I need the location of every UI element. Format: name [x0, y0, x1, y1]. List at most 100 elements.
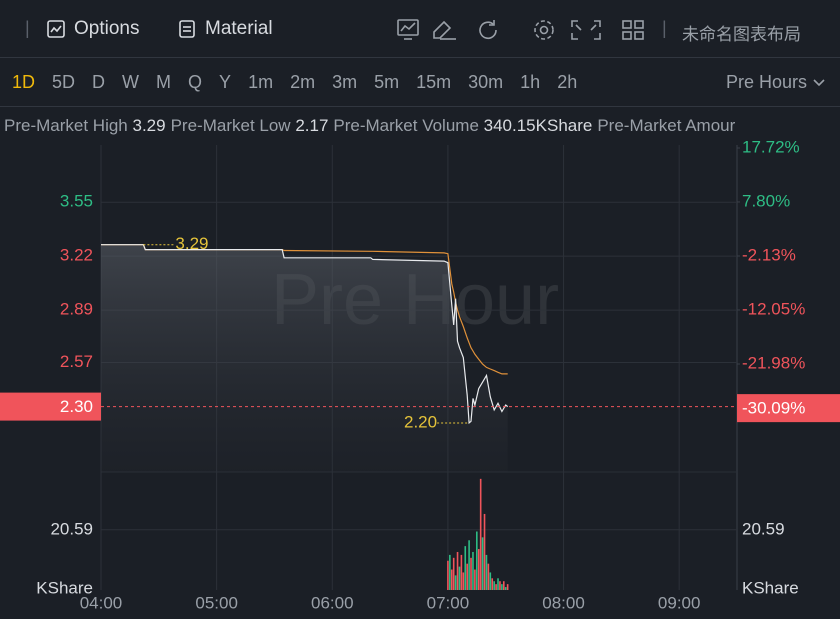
- top-toolbar: | Options Material | 未命名图表布局: [0, 0, 840, 58]
- separator: |: [25, 18, 30, 38]
- stat-label: Pre-Market Amour: [597, 116, 736, 135]
- options-label: Options: [74, 18, 140, 39]
- low-marker-label: 2.20: [404, 412, 437, 431]
- volume-bar: [485, 554, 488, 590]
- volume-bar: [499, 581, 501, 590]
- volume-bar: [504, 587, 507, 590]
- timeframe[interactable]: 15m: [416, 72, 452, 92]
- material-label: Material: [205, 18, 273, 39]
- volume-unit: KShare: [36, 578, 93, 597]
- options-button[interactable]: Options: [46, 18, 139, 40]
- timeframe[interactable]: 2m: [290, 72, 316, 92]
- volume-bar: [493, 581, 495, 590]
- timeframe[interactable]: M: [156, 72, 172, 92]
- volume-tick-label: 20.59: [50, 519, 93, 538]
- x-tick-label: 05:00: [195, 593, 238, 612]
- volume-bar: [449, 554, 451, 590]
- session-label: Pre Hours: [725, 72, 807, 92]
- volume-bar: [472, 551, 474, 590]
- y2-tick-label: 7.80%: [742, 191, 790, 210]
- y-tick-label: 3.22: [60, 246, 93, 265]
- timeframe-list: 1D 5D D W M Q Y 1m 2m 3m 5m 15m 30m 1h 2h: [12, 72, 594, 93]
- y2-tick-label: 17.72%: [742, 137, 800, 156]
- y-tick-label: 2.89: [60, 300, 93, 319]
- volume-bar: [487, 563, 490, 590]
- volume-bar: [483, 513, 486, 590]
- timeframe[interactable]: 1D: [12, 72, 36, 92]
- layout-name[interactable]: 未命名图表布局: [682, 25, 801, 44]
- volume-bar: [470, 557, 472, 590]
- timeframe[interactable]: 2h: [557, 72, 578, 92]
- volume-bar: [506, 584, 509, 590]
- material-button[interactable]: Material: [177, 18, 273, 40]
- volume-bar: [456, 551, 459, 590]
- timeframe[interactable]: 30m: [468, 72, 504, 92]
- volume-bar: [489, 572, 492, 590]
- volume-bar: [460, 554, 463, 590]
- stats-row: Pre-Market High 3.29 Pre-Market Low 2.17 P…: [4, 116, 840, 136]
- volume-tick-label: 20.59: [742, 519, 785, 538]
- volume-bar: [481, 537, 484, 590]
- stat-value: 2.17: [295, 116, 329, 135]
- volume-unit: KShare: [742, 578, 799, 597]
- session-select[interactable]: Pre Hours: [726, 72, 826, 93]
- separator: |: [662, 18, 667, 38]
- timeframe[interactable]: W: [122, 72, 140, 92]
- y2-tick-label: -21.98%: [742, 353, 805, 372]
- stat-label: Pre-Market High: [4, 116, 128, 135]
- volume-bar: [450, 569, 453, 590]
- current-price-badge: [0, 392, 101, 421]
- volume-bar: [474, 569, 476, 590]
- timeframe[interactable]: 5D: [52, 72, 76, 92]
- stat-label: Pre-Market Low: [170, 116, 291, 135]
- volume-bar: [462, 572, 465, 590]
- volume-bar: [476, 531, 478, 590]
- volume-bar: [447, 560, 449, 590]
- average-line: [101, 244, 508, 375]
- timeframe[interactable]: Q: [188, 72, 203, 92]
- timeframe[interactable]: 3m: [332, 72, 358, 92]
- current-price-label: 2.30: [60, 397, 93, 416]
- price-area: [101, 244, 508, 472]
- x-tick-label: 06:00: [311, 593, 354, 612]
- x-tick-label: 09:00: [658, 593, 701, 612]
- volume-bar: [495, 584, 497, 590]
- volume-bar: [452, 557, 455, 590]
- current-pct-badge: [737, 394, 840, 423]
- volume-bar: [501, 584, 503, 590]
- icon: [47, 20, 65, 38]
- volume-bar: [479, 478, 482, 590]
- y-tick-label: 3.55: [60, 192, 93, 211]
- watermark: Pre Hour: [271, 260, 559, 340]
- volume-bar: [466, 563, 468, 590]
- stat-value: 340.15KShare: [483, 116, 593, 135]
- timeframe-bar: 1D 5D D W M Q Y 1m 2m 3m 5m 15m 30m 1h 2h Pre Hours: [0, 58, 840, 107]
- volume-bar: [491, 578, 494, 590]
- current-pct-label: -30.09%: [742, 399, 805, 418]
- volume-bar: [454, 575, 457, 590]
- icon: [179, 20, 195, 38]
- volume-bar: [503, 581, 505, 590]
- tool-icons[interactable]: [396, 18, 656, 42]
- timeframe[interactable]: D: [92, 72, 106, 92]
- x-tick-label: 08:00: [542, 593, 585, 612]
- volume-bar: [497, 578, 499, 590]
- volume-bar: [468, 540, 470, 590]
- timeframe[interactable]: 5m: [374, 72, 400, 92]
- stat-label: Pre-Market Volume: [333, 116, 479, 135]
- timeframe[interactable]: 1m: [248, 72, 274, 92]
- x-tick-label: 07:00: [427, 593, 470, 612]
- price-line: [101, 244, 509, 425]
- volume-bar: [464, 546, 467, 590]
- volume-bar: [477, 549, 480, 590]
- y2-tick-label: -2.13%: [742, 245, 796, 264]
- x-tick-label: 04:00: [80, 593, 123, 612]
- high-marker-label: 3.29: [175, 234, 208, 253]
- y2-tick-label: -12.05%: [742, 299, 805, 318]
- timeframe[interactable]: Y: [219, 72, 232, 92]
- timeframe[interactable]: 1h: [520, 72, 541, 92]
- y-tick-label: 2.57: [60, 352, 93, 371]
- stat-value: 3.29: [132, 116, 166, 135]
- volume-bar: [458, 566, 461, 590]
